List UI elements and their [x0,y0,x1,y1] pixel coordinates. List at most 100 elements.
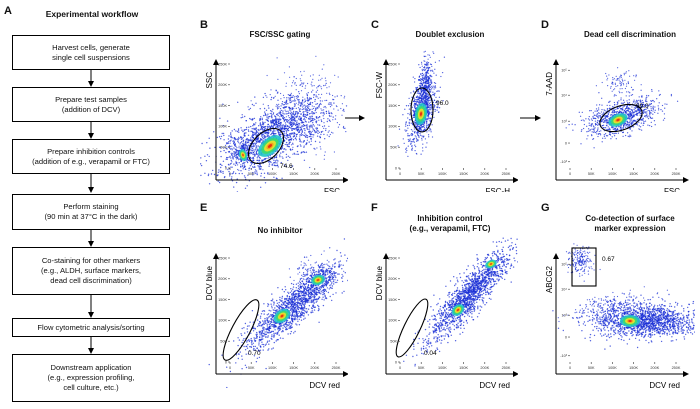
event-dot [303,101,305,103]
event-dot [633,99,635,101]
event-dot [631,110,634,112]
event-dot [299,144,301,146]
event-dot [413,111,415,113]
event-dot [262,169,264,171]
event-dot [318,116,321,118]
event-dot [581,129,583,131]
event-dot [289,133,291,135]
event-dot [291,148,294,151]
workflow-step-inhibition: Prepare inhibition controls (addition of… [12,139,170,174]
event-dot [267,123,270,126]
event-dot [270,112,273,114]
event-dot [602,118,605,120]
event-dot [252,160,254,162]
event-dot [614,127,616,130]
event-dot [423,51,425,53]
event-dot [425,97,427,99]
event-dot [235,160,237,162]
event-dot [250,342,253,344]
event-dot [625,107,628,109]
event-dot [282,115,284,117]
event-dot [594,127,596,129]
event-dot [323,299,325,301]
event-dot [259,334,261,336]
event-dot [640,118,642,121]
event-dot [626,112,628,114]
event-dot [623,74,625,76]
event-dot [592,112,595,114]
event-dot [306,99,308,102]
event-dot [630,86,633,88]
event-dot [334,74,336,76]
event-dot [228,156,230,159]
event-dot [648,124,651,127]
event-dot [220,135,223,138]
event-dot [213,173,216,176]
event-dot [313,106,315,108]
event-dot [261,118,263,121]
event-dot [628,70,630,72]
event-dot [413,107,416,109]
event-dot [607,126,609,128]
event-dot [267,313,270,315]
event-dot [617,102,619,105]
event-dot [428,136,430,138]
event-dot [311,108,313,110]
event-dot [634,101,636,103]
event-dot [297,153,300,155]
event-dot [310,137,312,140]
event-dot [622,108,624,110]
event-dot [240,142,242,144]
event-dot [438,96,441,98]
event-dot [615,108,617,111]
event-dot [313,129,315,131]
event-dot [304,308,306,310]
event-dot [286,143,288,146]
event-dot [642,109,644,112]
event-dot [291,121,293,124]
event-dot [295,107,297,110]
event-dot [586,138,588,140]
event-dot [626,109,628,112]
event-dot [606,124,608,127]
event-dot [253,145,256,147]
event-dot [643,115,646,118]
event-dot [254,143,257,145]
event-dot [410,128,413,131]
event-dot [661,104,664,107]
event-dot [309,109,311,111]
event-dot [281,151,284,153]
event-dot [415,125,417,127]
event-dot [622,135,624,138]
event-dot [427,97,429,100]
event-dot [589,110,591,112]
event-dot [416,124,418,126]
event-dot [258,342,260,344]
event-dot [272,97,275,99]
event-dot [255,146,258,148]
event-dot [426,104,428,106]
event-dot [621,128,623,130]
event-dot [317,269,320,271]
event-dot [612,105,614,108]
event-dot [273,164,275,166]
event-dot [606,135,609,137]
event-dot [225,142,228,144]
event-dot [330,103,332,105]
event-dot [283,97,285,99]
event-dot [272,112,275,114]
event-dot [318,79,320,81]
event-dot [318,74,320,76]
event-dot [419,92,421,94]
event-dot [653,101,655,103]
event-dot [303,159,306,161]
event-dot [302,293,305,295]
event-dot [208,363,210,366]
event-dot [247,129,250,131]
event-dot [310,101,312,103]
event-dot [250,130,252,132]
event-dot [415,132,418,134]
event-dot [223,147,225,149]
event-dot [654,106,656,108]
event-dot [285,132,287,134]
